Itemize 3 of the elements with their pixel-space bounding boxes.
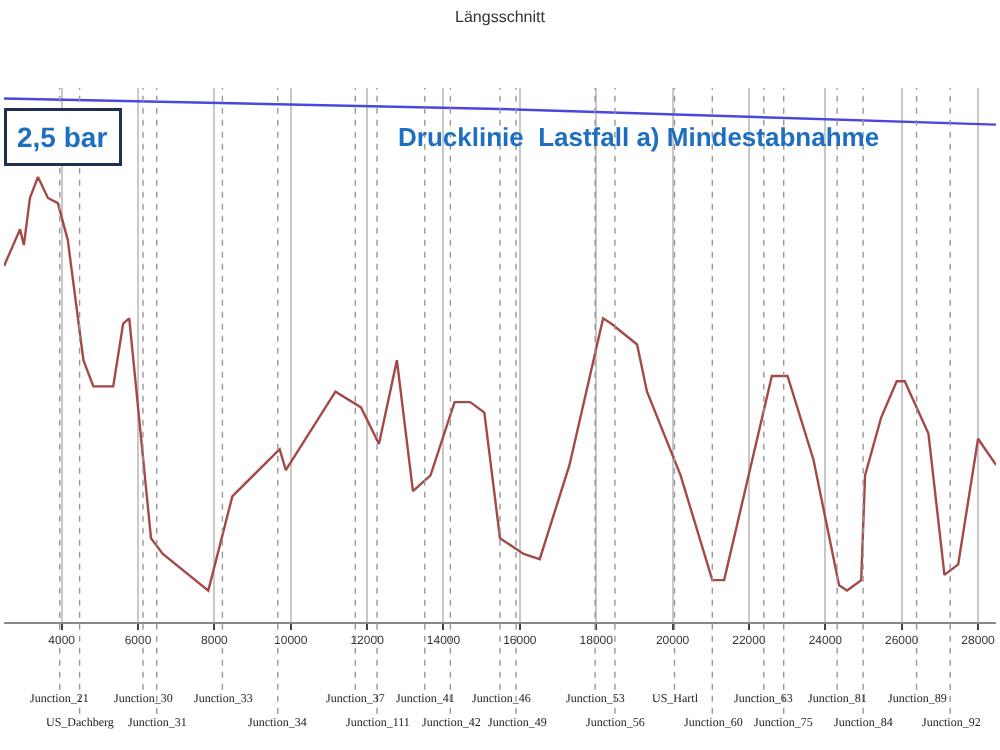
annotation: 2,5 bar [17, 121, 109, 153]
annotation: Drucklinie Lastfall a) Mindestabnahme [398, 122, 880, 152]
chart-title: Längsschnitt [455, 8, 547, 27]
